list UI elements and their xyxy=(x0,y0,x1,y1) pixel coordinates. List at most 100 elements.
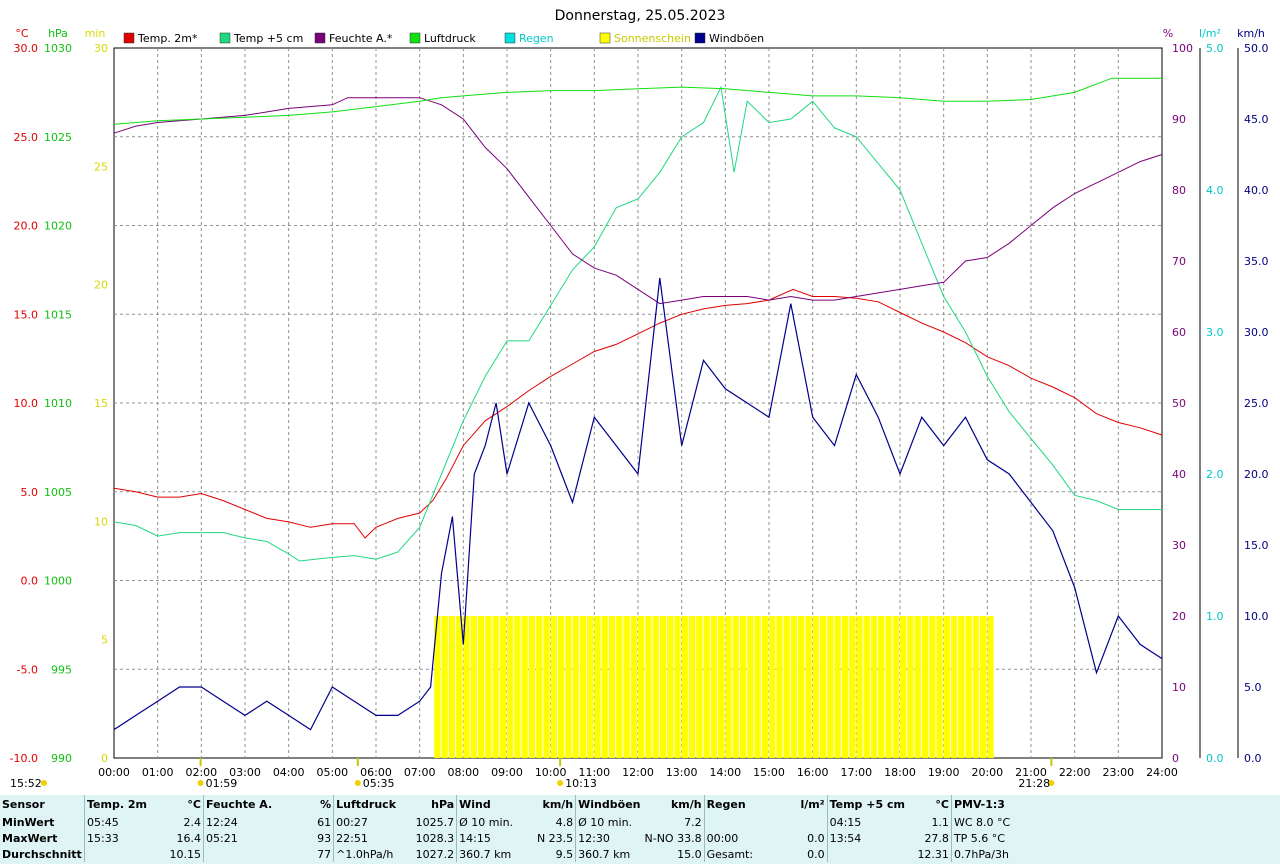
tick-label-lm2: 1.0 xyxy=(1206,610,1224,623)
sunshine-bar xyxy=(841,616,849,758)
hdr-t5: Temp +5 cm xyxy=(826,795,907,814)
legend-label: Feuchte A.* xyxy=(329,32,393,45)
t5-value: 12.31 xyxy=(917,847,949,861)
sunshine-bar xyxy=(623,616,630,758)
tick-label-celsius: 0.0 xyxy=(21,575,39,588)
chart-title: Donnerstag, 25.05.2023 xyxy=(555,8,726,24)
sunshine-bar xyxy=(710,616,718,758)
tick-label-hpa: 1030 xyxy=(44,42,72,55)
feuchte-value: 93 xyxy=(317,831,332,845)
sunshine-bar xyxy=(849,616,856,758)
legend-label: Temp. 2m* xyxy=(137,32,198,45)
tick-label-kmh: 40.0 xyxy=(1244,184,1269,197)
sunshine-bar xyxy=(572,616,579,758)
sunshine-bar xyxy=(514,616,521,758)
sunshine-bar xyxy=(652,616,659,758)
sunshine-bar xyxy=(674,616,681,758)
plot-area xyxy=(113,77,1163,758)
sun-icon xyxy=(557,780,564,786)
tick-label-hour: 23:00 xyxy=(1102,766,1134,779)
stats-row-max: MaxWert 15:33 16.4 05:21 93 22:51 1028.3… xyxy=(0,830,1280,846)
tick-label-lm2: 0.0 xyxy=(1206,752,1224,765)
sun-icon xyxy=(354,780,361,786)
feuchte-time: 05:21 xyxy=(203,830,275,846)
unit-kmh: km/h xyxy=(1237,27,1265,40)
wind-time: 14:15 xyxy=(456,830,522,846)
tick-label-hpa: 1010 xyxy=(44,397,72,410)
sunshine-bar xyxy=(725,616,732,758)
tick-label-percent: 10 xyxy=(1172,681,1186,694)
tick-label-hpa: 995 xyxy=(51,663,72,676)
sunshine-bar xyxy=(732,616,739,758)
tick-label-hour: 03:00 xyxy=(229,766,261,779)
tick-label-celsius: 15.0 xyxy=(14,308,39,321)
hdr-feuchte-unit: % xyxy=(320,798,332,811)
sunshine-bar xyxy=(921,616,929,758)
sunshine-bar xyxy=(521,616,528,758)
tick-label-hour: 08:00 xyxy=(447,766,479,779)
sunshine-bar xyxy=(863,616,870,758)
stats-table: Sensor Temp. 2m °C Feuchte A. % Luftdruc… xyxy=(0,795,1280,862)
sunshine-bar xyxy=(900,616,907,758)
tick-label-hour: 24:00 xyxy=(1146,766,1178,779)
tick-label-hpa: 1015 xyxy=(44,308,72,321)
sunshine-bar xyxy=(754,616,761,758)
unit-hpa: hPa xyxy=(48,27,68,40)
hdr-t5-unit: °C xyxy=(935,798,949,811)
legend-swatch xyxy=(219,32,231,44)
t2m-value: 2.4 xyxy=(183,815,202,829)
row-label: Durchschnitt xyxy=(2,847,82,861)
tick-label-kmh: 35.0 xyxy=(1244,255,1269,268)
sunshine-bar xyxy=(638,616,645,758)
luft-value: 1027.2 xyxy=(415,847,455,861)
regen-label: Gesamt: xyxy=(703,846,769,862)
tick-label-min: 15 xyxy=(94,397,108,410)
sunshine-bar xyxy=(565,616,572,758)
t5-time: 13:54 xyxy=(826,830,907,846)
sun-time-label: 21:28 xyxy=(1018,777,1050,790)
tick-label-kmh: 15.0 xyxy=(1244,539,1269,552)
tick-label-percent: 70 xyxy=(1172,255,1186,268)
tick-label-celsius: 30.0 xyxy=(14,42,39,55)
wind-direction-value: N 23.5 xyxy=(536,831,574,845)
hdr-t2m: Temp. 2m xyxy=(84,795,149,814)
sunshine-bar xyxy=(463,616,470,758)
unit-percent: % xyxy=(1163,27,1173,40)
sunshine-bar xyxy=(507,616,514,758)
tick-label-lm2: 4.0 xyxy=(1206,184,1224,197)
t2m-time xyxy=(84,846,149,862)
sunshine-bar xyxy=(943,616,950,758)
tick-label-hour: 06:00 xyxy=(360,766,392,779)
tick-label-min: 10 xyxy=(94,515,108,528)
tick-label-min: 0 xyxy=(101,752,108,765)
sunshine-bar xyxy=(557,616,565,758)
boeen-time: 12:30 xyxy=(575,830,643,846)
hdr-wind-unit: km/h xyxy=(542,798,574,811)
sunshine-bar xyxy=(448,616,456,758)
wind-value: 9.5 xyxy=(555,847,574,861)
sunshine-bar xyxy=(579,616,587,758)
sunshine-bar xyxy=(914,616,921,758)
stats-panel: Sensor Temp. 2m °C Feuchte A. % Luftdruc… xyxy=(0,795,1280,864)
wind-distance: 360.7 km xyxy=(456,846,522,862)
legend-label: Luftdruck xyxy=(424,32,476,45)
boeen-direction-value: N-NO 33.8 xyxy=(644,831,702,845)
sunshine-bar xyxy=(594,616,601,758)
tick-label-hpa: 1025 xyxy=(44,131,72,144)
legend-swatch xyxy=(694,32,706,44)
tick-label-hour: 12:00 xyxy=(622,766,654,779)
series-luftdruck xyxy=(113,77,1162,125)
hdr-regen-unit: l/m² xyxy=(800,798,825,811)
legend-label: Temp +5 cm xyxy=(233,32,303,45)
row-label: MinWert xyxy=(2,815,55,829)
stats-row-avg: Durchschnitt 10.15 77 ^1.0hPa/h 1027.2 3… xyxy=(0,846,1280,862)
tick-label-hour: 15:00 xyxy=(753,766,785,779)
sunshine-bar xyxy=(980,616,987,758)
tick-label-hour: 16:00 xyxy=(797,766,829,779)
pmv-value: TP 5.6 °C xyxy=(950,830,1280,846)
sunshine-bar xyxy=(645,616,652,758)
hdr-feuchte: Feuchte A. xyxy=(203,795,275,814)
sunshine-bar xyxy=(630,616,637,758)
tick-label-lm2: 5.0 xyxy=(1206,42,1224,55)
t2m-time: 15:33 xyxy=(84,830,149,846)
